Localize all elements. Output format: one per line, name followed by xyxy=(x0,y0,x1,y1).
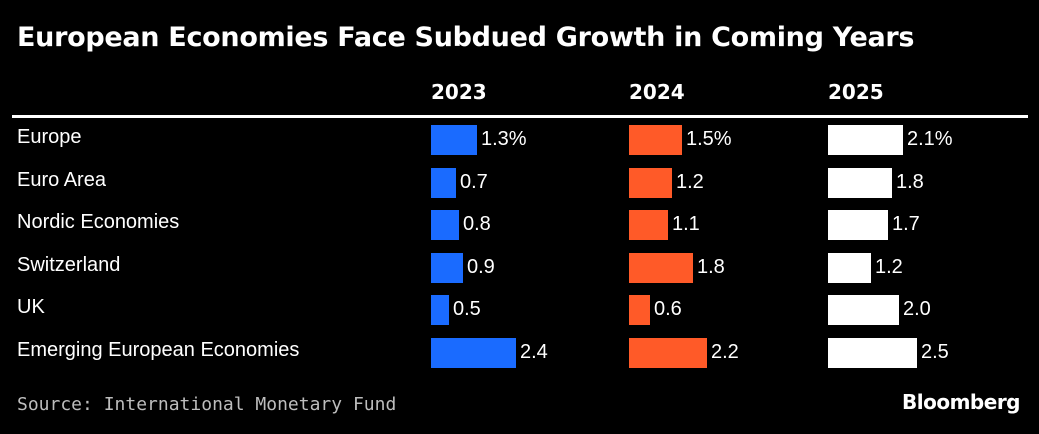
row-label-emerging-european-economies: Emerging European Economies xyxy=(17,339,300,361)
value-label-emerging-european-economies-2023: 2.4 xyxy=(520,341,548,363)
column-header-2024: 2024 xyxy=(629,80,685,104)
bar-switzerland-2024 xyxy=(629,252,693,283)
bar-euro-area-2025 xyxy=(828,167,892,198)
bar-uk-2024 xyxy=(629,295,650,326)
bar-nordic-economies-2023 xyxy=(431,210,459,241)
column-header-2025: 2025 xyxy=(828,80,884,104)
value-label-uk-2025: 2.0 xyxy=(903,298,931,321)
bar-emerging-european-economies-2025 xyxy=(828,338,917,368)
value-label-switzerland-2023: 0.9 xyxy=(467,255,495,278)
row-label-uk: UK xyxy=(17,296,45,319)
bar-uk-2023 xyxy=(431,295,449,326)
value-label-switzerland-2024: 1.8 xyxy=(697,255,725,278)
value-label-nordic-economies-2024: 1.1 xyxy=(672,213,700,236)
value-label-euro-area-2024: 1.2 xyxy=(676,170,704,193)
bar-europe-2024 xyxy=(629,125,682,155)
bar-euro-area-2024 xyxy=(629,167,672,198)
bloomberg-logo: Bloomberg xyxy=(902,390,1020,414)
chart-title: European Economies Face Subdued Growth i… xyxy=(17,22,915,53)
row-label-europe: Europe xyxy=(17,126,82,148)
value-label-emerging-european-economies-2024: 2.2 xyxy=(711,341,739,363)
column-header-2023: 2023 xyxy=(431,80,487,104)
row-label-nordic-economies: Nordic Economies xyxy=(17,211,180,234)
bar-switzerland-2025 xyxy=(828,252,871,283)
value-label-nordic-economies-2023: 0.8 xyxy=(463,213,491,236)
bar-emerging-european-economies-2024 xyxy=(629,338,707,368)
bar-uk-2025 xyxy=(828,295,899,326)
bar-emerging-european-economies-2023 xyxy=(431,338,516,368)
header-rule xyxy=(12,115,1028,118)
value-label-euro-area-2025: 1.8 xyxy=(896,170,924,193)
bar-nordic-economies-2025 xyxy=(828,210,888,241)
value-label-euro-area-2023: 0.7 xyxy=(460,170,488,193)
value-label-uk-2023: 0.5 xyxy=(453,298,481,321)
value-label-uk-2024: 0.6 xyxy=(654,298,682,321)
bar-switzerland-2023 xyxy=(431,252,463,283)
value-label-europe-2023: 1.3% xyxy=(481,128,527,150)
row-label-switzerland: Switzerland xyxy=(17,253,121,276)
bar-euro-area-2023 xyxy=(431,167,456,198)
value-label-europe-2025: 2.1% xyxy=(907,128,953,150)
value-label-emerging-european-economies-2025: 2.5 xyxy=(921,341,949,363)
value-label-switzerland-2025: 1.2 xyxy=(875,255,903,278)
bar-europe-2025 xyxy=(828,125,903,155)
value-label-nordic-economies-2025: 1.7 xyxy=(892,213,920,236)
bar-nordic-economies-2024 xyxy=(629,210,668,241)
value-label-europe-2024: 1.5% xyxy=(686,128,732,150)
source-note: Source: International Monetary Fund xyxy=(17,394,397,415)
row-label-euro-area: Euro Area xyxy=(17,168,106,191)
bar-europe-2023 xyxy=(431,125,477,155)
